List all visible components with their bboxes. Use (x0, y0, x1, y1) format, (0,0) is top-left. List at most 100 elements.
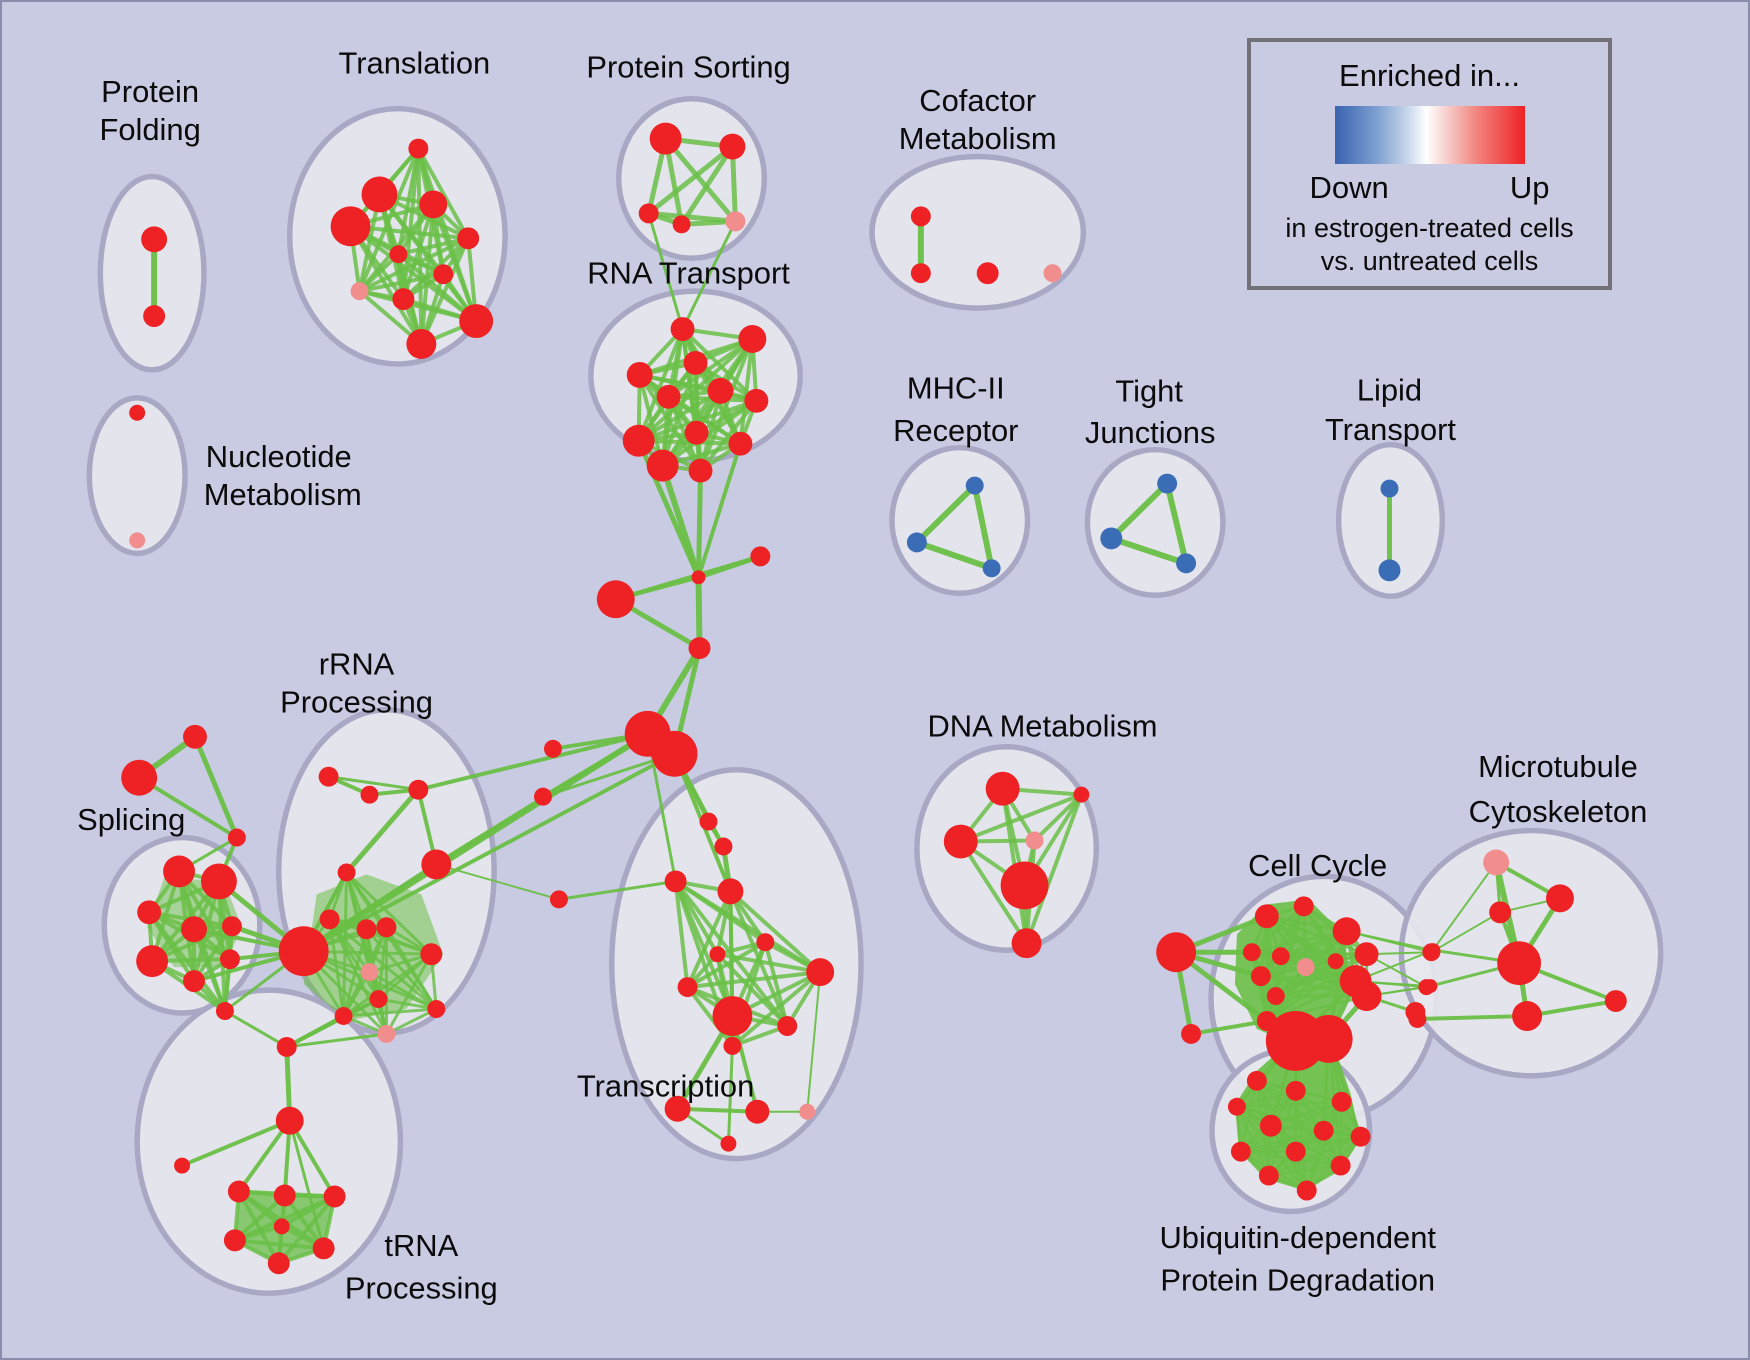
node-c2[interactable] (976, 262, 999, 285)
node-r6[interactable] (744, 388, 769, 413)
node-q5[interactable] (356, 919, 377, 940)
node-e7[interactable] (1271, 947, 1290, 966)
node-v6[interactable] (223, 1229, 246, 1252)
node-v1[interactable] (275, 1106, 304, 1135)
node-s8[interactable] (136, 945, 169, 978)
node-d4[interactable] (1000, 861, 1049, 910)
node-q2[interactable] (408, 779, 429, 800)
node-l1[interactable] (1378, 559, 1401, 582)
node-x1[interactable] (714, 837, 733, 856)
node-v9[interactable] (273, 1218, 290, 1235)
node-s6[interactable] (181, 916, 207, 943)
node-g3[interactable] (1497, 941, 1542, 986)
node-r11[interactable] (688, 458, 713, 483)
node-x0[interactable] (699, 812, 718, 831)
node-r5[interactable] (707, 377, 734, 404)
node-pf1[interactable] (143, 305, 166, 328)
node-e14[interactable] (1327, 953, 1344, 970)
node-m2[interactable] (982, 559, 1001, 578)
node-c1[interactable] (910, 263, 931, 284)
node-d0[interactable] (985, 771, 1020, 806)
node-r2[interactable] (683, 350, 708, 375)
node-x10[interactable] (777, 1016, 798, 1036)
node-g6[interactable] (1426, 943, 1441, 958)
node-t6[interactable] (433, 264, 454, 285)
node-j0[interactable] (1157, 473, 1178, 494)
node-r0[interactable] (670, 317, 695, 341)
node-l0[interactable] (1380, 479, 1399, 498)
node-H2[interactable] (651, 730, 698, 777)
node-s2[interactable] (227, 828, 246, 847)
node-q6[interactable] (376, 917, 397, 938)
node-x13[interactable] (745, 1099, 770, 1124)
node-s9[interactable] (183, 970, 205, 993)
node-q12[interactable] (334, 1007, 353, 1025)
node-p2[interactable] (638, 203, 659, 224)
node-d3[interactable] (1025, 831, 1044, 850)
node-x11[interactable] (723, 1036, 742, 1055)
node-r1[interactable] (738, 325, 767, 353)
node-h5[interactable] (534, 787, 552, 806)
node-u3[interactable] (1227, 1097, 1246, 1116)
node-E2[interactable] (1304, 1015, 1353, 1063)
node-g5[interactable] (1604, 990, 1627, 1013)
node-p3[interactable] (672, 215, 691, 234)
node-s7[interactable] (221, 916, 242, 937)
node-h0[interactable] (691, 570, 706, 585)
node-q13[interactable] (377, 1024, 396, 1043)
node-e3[interactable] (1293, 896, 1314, 917)
node-t4[interactable] (457, 227, 480, 250)
node-x4[interactable] (549, 890, 568, 909)
node-u1[interactable] (1285, 1080, 1306, 1101)
node-e10[interactable] (1332, 917, 1361, 946)
node-s4[interactable] (200, 863, 237, 900)
node-q11[interactable] (427, 1000, 446, 1019)
node-c3[interactable] (1043, 264, 1062, 283)
node-q0[interactable] (318, 766, 339, 787)
node-r8[interactable] (622, 424, 655, 457)
node-u10[interactable] (1258, 1165, 1279, 1186)
node-n0[interactable] (129, 404, 146, 421)
node-u6[interactable] (1350, 1126, 1371, 1147)
node-e5[interactable] (1250, 966, 1271, 987)
node-g8[interactable] (1408, 1010, 1427, 1028)
node-pf0[interactable] (141, 226, 168, 253)
node-r10[interactable] (646, 449, 679, 482)
node-j2[interactable] (1176, 553, 1197, 574)
node-p0[interactable] (649, 122, 682, 155)
node-s10[interactable] (219, 949, 240, 970)
node-g7[interactable] (1423, 979, 1438, 994)
node-r4[interactable] (656, 384, 681, 409)
node-v7[interactable] (312, 1237, 335, 1260)
node-q3[interactable] (337, 863, 356, 882)
node-x6[interactable] (709, 946, 726, 963)
node-g0[interactable] (1483, 849, 1510, 876)
node-h1[interactable] (750, 546, 771, 567)
node-q8[interactable] (420, 943, 443, 966)
node-g1[interactable] (1546, 884, 1574, 913)
node-d1[interactable] (943, 824, 978, 859)
node-e6[interactable] (1296, 958, 1315, 977)
node-t8[interactable] (392, 288, 415, 311)
node-x7[interactable] (806, 958, 835, 987)
node-x2[interactable] (664, 870, 687, 893)
node-h3[interactable] (688, 637, 711, 660)
node-u7[interactable] (1230, 1141, 1251, 1162)
node-d5[interactable] (1011, 928, 1042, 959)
node-d2[interactable] (1073, 786, 1090, 803)
node-x8[interactable] (677, 977, 698, 998)
node-u9[interactable] (1330, 1155, 1351, 1176)
node-x14[interactable] (799, 1103, 816, 1120)
node-q4[interactable] (319, 909, 340, 930)
node-v5[interactable] (323, 1185, 346, 1208)
node-c0[interactable] (910, 206, 931, 227)
node-e11[interactable] (1354, 942, 1379, 967)
node-v8[interactable] (267, 1252, 290, 1275)
node-r3[interactable] (626, 361, 653, 388)
node-j1[interactable] (1100, 527, 1123, 550)
node-t9[interactable] (459, 304, 494, 339)
node-x3[interactable] (717, 878, 744, 905)
node-n1[interactable] (129, 532, 146, 549)
node-e8[interactable] (1266, 987, 1285, 1006)
